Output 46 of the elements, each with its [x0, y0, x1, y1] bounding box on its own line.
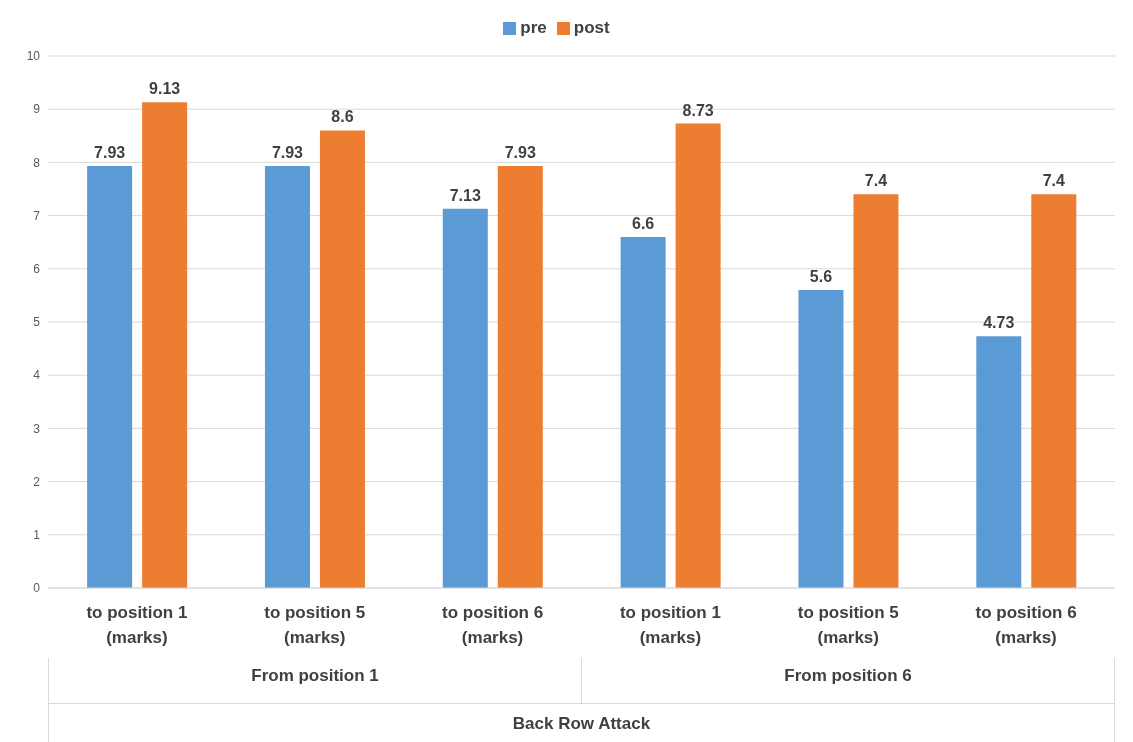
- x-tick-label: to position 6 (marks): [975, 603, 1077, 647]
- bar: [142, 102, 188, 588]
- data-label: 7.93: [271, 144, 304, 162]
- legend-label: post: [573, 18, 610, 37]
- bar: [1031, 194, 1077, 588]
- x-tick-label: to position 5 (marks): [797, 603, 899, 647]
- y-tick-label: 0: [33, 581, 41, 596]
- data-label: 7.13: [449, 186, 481, 204]
- bar: [798, 290, 844, 588]
- bar: [264, 166, 310, 588]
- y-tick-label: 6: [33, 262, 41, 277]
- data-label: 7.93: [504, 144, 536, 162]
- y-tick-label: 1: [33, 528, 41, 543]
- bar: [497, 166, 543, 588]
- legend-label: pre: [520, 18, 547, 37]
- data-label: 6.6: [632, 214, 655, 232]
- y-tick-label: 8: [33, 155, 41, 170]
- y-tick-label: 7: [33, 208, 41, 223]
- data-label: 9.13: [149, 80, 181, 98]
- y-tick-label: 5: [33, 315, 41, 330]
- bar: [442, 208, 488, 588]
- data-label: 8.6: [331, 108, 354, 126]
- bar: [853, 194, 899, 588]
- bar: [87, 166, 133, 588]
- bar: [620, 236, 666, 588]
- y-tick-label: 2: [33, 474, 41, 489]
- y-tick-label: 10: [26, 49, 41, 64]
- x-tick-label: to position 1 (marks): [619, 603, 721, 647]
- data-label: 8.73: [682, 101, 714, 119]
- text: Back Row Attack: [48, 704, 1115, 742]
- bar: [319, 130, 365, 588]
- x-tick-label: to position 6 (marks): [442, 603, 544, 647]
- text: From position 6: [581, 658, 1115, 703]
- y-tick-label: 3: [33, 421, 41, 436]
- text: From position 1: [48, 658, 581, 703]
- bar: [675, 123, 721, 588]
- data-label: 4.73: [983, 314, 1015, 332]
- data-label: 7.4: [864, 172, 888, 190]
- y-tick-label: 4: [33, 368, 41, 383]
- x-tick-label: to position 1 (marks): [86, 603, 188, 647]
- data-label: 7.93: [94, 144, 126, 162]
- x-tick-label: to position 5 (marks): [264, 603, 366, 647]
- data-label: 5.6: [809, 268, 833, 286]
- bar: [976, 336, 1022, 588]
- data-label: 7.4: [1042, 172, 1066, 190]
- y-tick-label: 9: [33, 102, 41, 117]
